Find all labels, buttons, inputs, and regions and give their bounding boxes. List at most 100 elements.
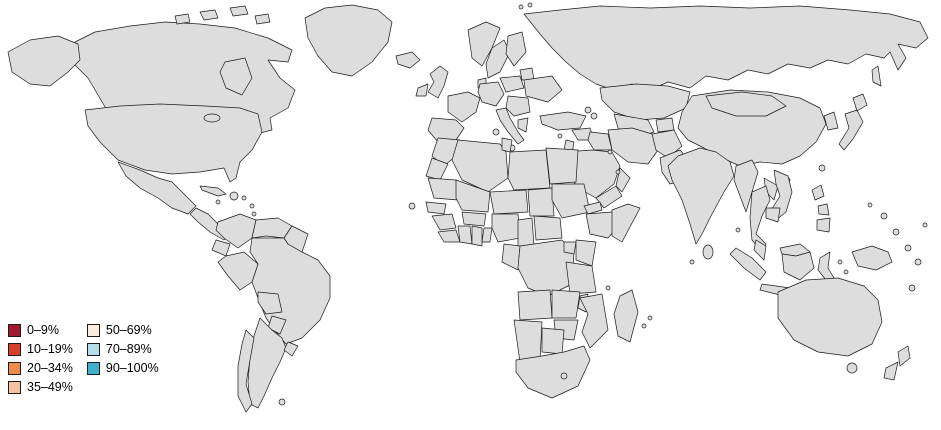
legend-label-35-49: 35–49% <box>27 380 73 395</box>
legend-swatch-20-34 <box>8 362 21 375</box>
region-mauritania <box>427 177 459 201</box>
legend-column-2: 50–69% 70–89% 90–100% <box>86 323 159 394</box>
legend-label-0-9: 0–9% <box>27 323 59 338</box>
region-caucasus-2 <box>590 112 598 120</box>
region-kenya <box>575 239 597 267</box>
region-tasmania <box>846 362 858 374</box>
region-sweden <box>485 39 511 79</box>
region-sierra-leone-liberia <box>437 229 461 243</box>
region-reunion <box>641 323 647 329</box>
great-lakes <box>203 113 221 123</box>
legend-label-20-34: 20–34% <box>27 361 73 376</box>
region-turkey <box>539 111 587 131</box>
region-uae <box>615 169 621 175</box>
region-chile <box>237 329 255 413</box>
region-libya <box>507 149 551 191</box>
region-greenland <box>304 4 393 77</box>
region-comoros <box>605 285 611 291</box>
region-eritrea <box>583 201 603 215</box>
region-tunisia <box>501 137 513 153</box>
region-poland <box>499 75 525 93</box>
region-sulawesi <box>817 251 835 281</box>
region-malaysia-peninsula <box>753 239 767 261</box>
region-cameroon <box>517 217 535 247</box>
region-fiji <box>908 284 916 292</box>
region-canada-arctic <box>174 5 271 25</box>
region-puerto-rico <box>241 195 247 201</box>
region-mozambique <box>579 293 609 349</box>
region-nigeria <box>491 213 521 243</box>
region-tanzania <box>565 261 597 295</box>
region-india <box>667 147 735 245</box>
region-peru <box>217 251 259 291</box>
legend-swatch-50-69 <box>86 324 100 337</box>
region-somalia <box>611 203 641 243</box>
region-philippines <box>811 184 831 233</box>
region-maldives <box>689 259 695 265</box>
legend-swatch-70-89 <box>86 343 100 356</box>
region-guyana <box>283 225 309 253</box>
region-andaman <box>735 227 741 233</box>
region-cuba <box>199 185 227 197</box>
region-egypt <box>545 147 579 185</box>
region-lesotho <box>560 372 568 380</box>
region-australia <box>777 277 883 357</box>
legend-swatch-35-49 <box>8 381 21 394</box>
region-cape-verde <box>408 202 416 210</box>
region-alaska <box>7 35 81 87</box>
region-chad <box>527 187 555 217</box>
region-vanuatu <box>892 228 900 236</box>
region-lesser-antilles-1 <box>249 203 255 209</box>
region-hispaniola <box>229 191 239 201</box>
legend-item-70-89: 70–89% <box>86 342 159 357</box>
region-cambodia <box>765 207 781 223</box>
region-finland <box>505 31 527 67</box>
legend-label-10-19: 10–19% <box>27 342 73 357</box>
region-mauritius <box>647 315 653 321</box>
region-mexico <box>117 161 197 215</box>
region-caucasus-1 <box>584 106 592 114</box>
region-paraguay <box>267 315 287 335</box>
region-cote-divoire <box>457 225 473 245</box>
region-myanmar <box>733 159 759 213</box>
region-burkina-faso <box>461 211 487 227</box>
region-uk <box>427 65 449 99</box>
region-central-african-republic <box>533 215 563 241</box>
region-jamaica <box>215 199 221 205</box>
region-russia <box>523 5 929 91</box>
region-kazakhstan <box>599 83 691 121</box>
region-thailand <box>749 185 771 253</box>
region-angola <box>517 289 553 321</box>
legend-swatch-10-19 <box>8 343 21 356</box>
legend-label-50-69: 50–69% <box>105 323 152 338</box>
legend-item-90-100: 90–100% <box>86 362 159 375</box>
region-colombia <box>215 213 257 249</box>
legend-item-50-69: 50–69% <box>86 323 159 338</box>
region-mongolia <box>705 91 787 117</box>
region-svalbard <box>518 2 533 10</box>
region-japan <box>838 93 868 151</box>
region-uganda <box>563 241 577 255</box>
region-sumatra <box>729 247 767 281</box>
region-uruguay <box>283 341 299 357</box>
region-ecuador <box>211 239 231 257</box>
region-baltics <box>519 67 535 81</box>
legend-swatch-90-100 <box>86 362 100 375</box>
region-sardinia <box>492 128 500 136</box>
hudson-bay <box>219 57 253 96</box>
region-benin-togo <box>481 227 493 243</box>
region-norway <box>467 21 501 67</box>
region-central-europe <box>477 81 505 107</box>
region-mali <box>455 179 491 213</box>
region-korea <box>823 111 839 131</box>
region-bolivia <box>257 291 283 315</box>
region-botswana <box>541 327 565 355</box>
legend-column-1: 0–9% 10–19% 20–34% 35–49% <box>8 324 73 394</box>
legend-item-0-9: 0–9% <box>8 324 73 337</box>
legend-item-10-19: 10–19% <box>8 343 73 356</box>
region-south-africa <box>515 345 591 399</box>
region-gabon-congo <box>501 243 521 271</box>
legend-label-70-89: 70–89% <box>105 342 152 357</box>
